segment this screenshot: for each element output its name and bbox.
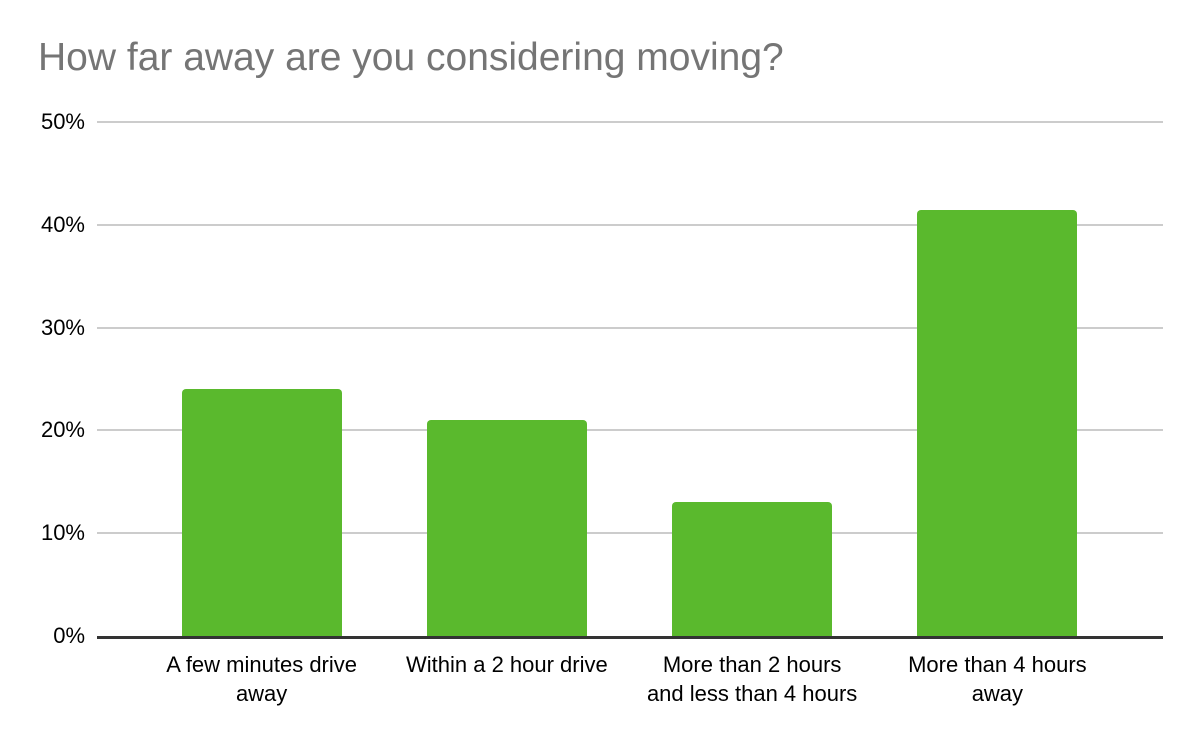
bar-4 — [917, 210, 1078, 636]
bars-group — [139, 122, 1120, 636]
gridline-20pct — [97, 429, 1163, 432]
gridline-50pct — [97, 121, 1163, 123]
bar-1 — [181, 389, 342, 636]
bar-slot — [139, 122, 384, 636]
x-axis-category-labels: A few minutes drive away Within a 2 hour d… — [139, 650, 1120, 708]
y-tick-label: 10% — [40, 520, 85, 546]
gridline-40pct — [97, 223, 1163, 226]
plot-area — [97, 121, 1163, 639]
bar-slot — [630, 122, 875, 636]
bar-3 — [672, 502, 833, 636]
y-tick-label: 20% — [40, 417, 85, 443]
gridline-10pct — [97, 532, 1163, 535]
category-label: More than 2 hours and less than 4 hours — [646, 652, 858, 706]
category-label: More than 4 hours away — [908, 652, 1087, 706]
bar-2 — [426, 420, 587, 636]
bar-slot — [384, 122, 629, 636]
y-tick-label: 0% — [53, 623, 85, 648]
bar-slot — [875, 122, 1120, 636]
chart-title: How far away are you considering moving? — [38, 36, 784, 79]
y-tick-label: 30% — [40, 314, 85, 340]
category-label: Within a 2 hour drive — [405, 652, 608, 677]
y-tick-label: 50% — [40, 109, 85, 134]
gridline-30pct — [97, 326, 1163, 329]
y-tick-label: 40% — [40, 211, 85, 237]
category-label: A few minutes drive away — [166, 652, 357, 706]
